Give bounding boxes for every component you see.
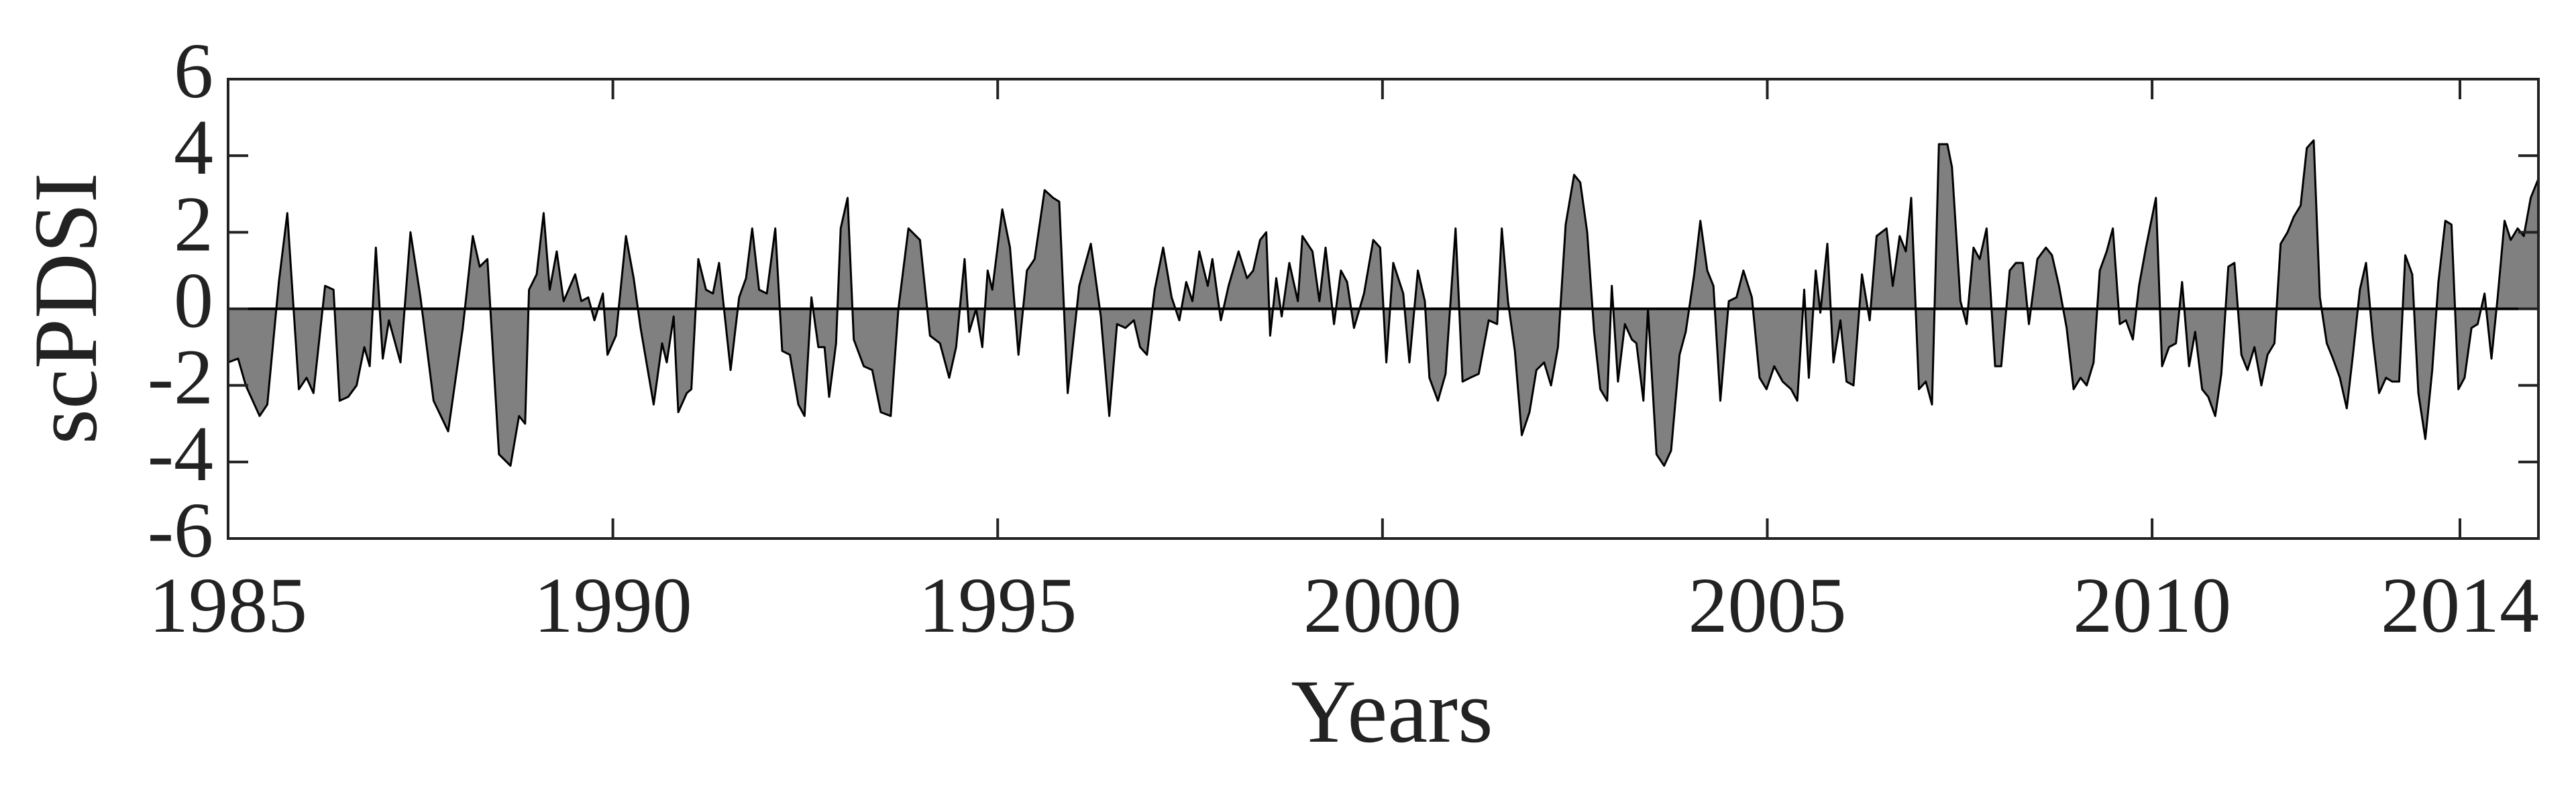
x-tick-label: 2000 (1303, 561, 1462, 649)
y-tick-label: 6 (174, 27, 213, 115)
y-tick-label: 4 (174, 103, 213, 191)
y-tick-label: 2 (174, 180, 213, 268)
series-line (227, 139, 2540, 467)
x-tick-label: 1985 (149, 561, 307, 649)
y-tick-label: 0 (174, 257, 213, 345)
x-tick-label: 2014 (2381, 561, 2539, 649)
y-axis-label: scPDSI (16, 172, 116, 444)
y-tick-label: -2 (148, 333, 213, 421)
x-tick-label: 1995 (918, 561, 1077, 649)
y-tick-label: -4 (148, 410, 213, 498)
x-tick-label: 2005 (1688, 561, 1846, 649)
x-tick-label: 1990 (534, 561, 692, 649)
x-tick-label: 2010 (2073, 561, 2231, 649)
y-tick-label: -6 (148, 486, 213, 574)
x-axis-label: Years (1291, 662, 1493, 762)
